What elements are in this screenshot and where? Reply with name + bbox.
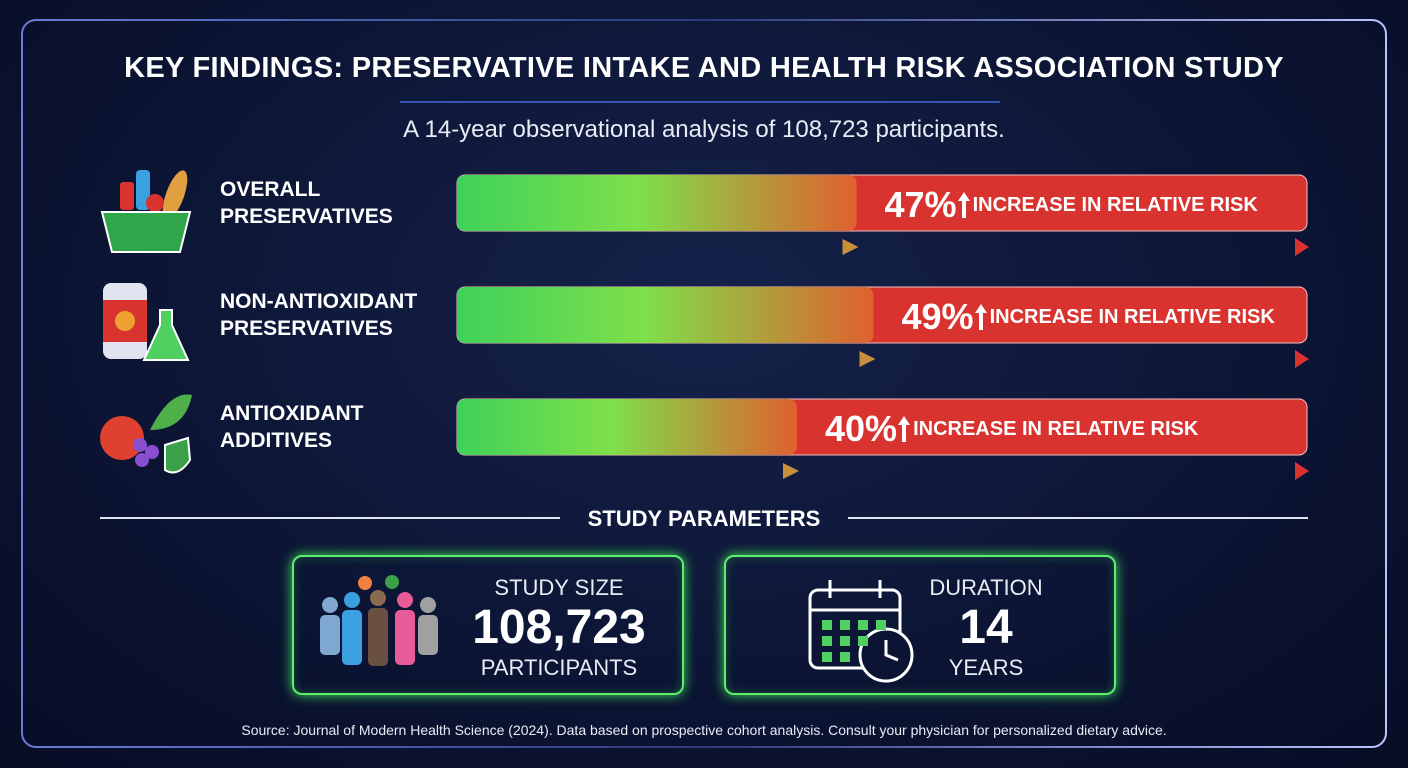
up-arrow	[898, 416, 911, 442]
subtitle: A 14-year observational analysis of 108,…	[403, 116, 1005, 143]
can-icon	[103, 283, 190, 361]
category-label: ANTIOXIDANT ADDITIVES	[220, 402, 364, 452]
up-arrow	[974, 304, 987, 330]
source: Source: Journal of Modern Health Science…	[241, 722, 1167, 738]
card-label: STUDY SIZE	[494, 575, 624, 600]
calendar-icon	[808, 580, 914, 683]
value-label-row: 49% INCREASE IN RELATIVE RISK	[902, 293, 1275, 341]
card-unit: YEARS	[948, 655, 1024, 680]
card: DURATION 14 YEARS	[724, 555, 1116, 695]
arrow-head	[842, 239, 859, 255]
value-label: 47%	[884, 184, 957, 225]
value-label: 49%	[901, 296, 974, 337]
annotation: INCREASE IN RELATIVE RISK	[972, 193, 1258, 216]
calendar-cells	[822, 620, 886, 662]
card: STUDY SIZE 108,723 PARTICIPANTS	[292, 555, 684, 695]
arrow-head	[1295, 462, 1309, 480]
value-label: 40%	[825, 408, 898, 449]
bar	[457, 175, 857, 231]
arrow-head	[783, 463, 799, 479]
people-icon	[320, 575, 438, 666]
frame	[21, 19, 1387, 748]
category-label: NON-ANTIOXIDANT PRESERVATIVES	[220, 290, 418, 340]
category-label: OVERALL PRESERVATIVES	[220, 178, 393, 228]
card-value: 108,723	[472, 601, 646, 654]
up-arrow	[957, 192, 970, 218]
card-label: DURATION	[929, 575, 1043, 600]
basket-icon	[100, 170, 192, 253]
bar	[457, 399, 797, 455]
bar	[457, 287, 874, 343]
arrow-head	[859, 351, 876, 367]
annotation: INCREASE IN RELATIVE RISK	[989, 305, 1275, 328]
card-value: 14	[959, 601, 1013, 654]
fruit-icon	[100, 394, 192, 474]
arrow-head	[1295, 350, 1309, 368]
value-label-row: 40% INCREASE IN RELATIVE RISK	[825, 405, 1198, 453]
annotation: INCREASE IN RELATIVE RISK	[913, 417, 1199, 440]
value-label-row: 47% INCREASE IN RELATIVE RISK	[885, 181, 1258, 229]
section-heading: STUDY PARAMETERS	[587, 506, 821, 531]
card-unit: PARTICIPANTS	[480, 655, 638, 680]
arrow-head	[1295, 238, 1309, 256]
title: KEY FINDINGS: PRESERVATIVE INTAKE AND HE…	[124, 52, 1284, 84]
